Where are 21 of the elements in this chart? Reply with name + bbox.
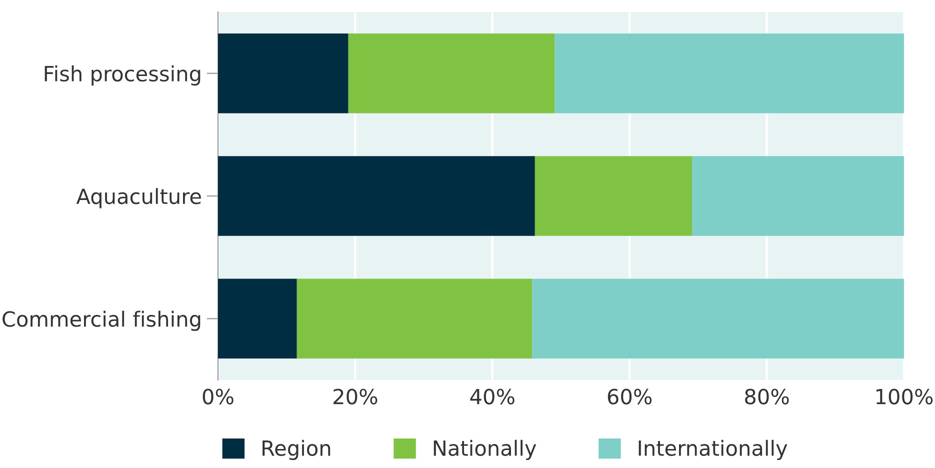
bar <box>534 156 692 236</box>
legend-label: Nationally <box>434 440 536 460</box>
bar <box>218 33 348 114</box>
legend-label: Region <box>262 440 330 460</box>
y-tick-label: Fish processing <box>44 65 200 86</box>
x-tick-label: 100% <box>876 388 933 404</box>
y-tick-label: Commercial fishing <box>2 310 200 331</box>
y-tick-label: Aquaculture <box>76 188 201 208</box>
x-tick-label: 60% <box>608 388 652 404</box>
bar <box>554 33 904 114</box>
x-tick-label: 0% <box>202 388 234 404</box>
bar <box>532 278 904 359</box>
x-tick-label: 40% <box>470 388 514 404</box>
legend-label: Internationally <box>638 440 788 460</box>
bar <box>218 278 297 359</box>
bar <box>692 156 904 236</box>
bar <box>348 33 555 114</box>
bar <box>296 278 532 359</box>
x-tick-label: 20% <box>334 388 378 404</box>
x-tick-label: 80% <box>745 388 789 404</box>
bar <box>218 156 535 236</box>
